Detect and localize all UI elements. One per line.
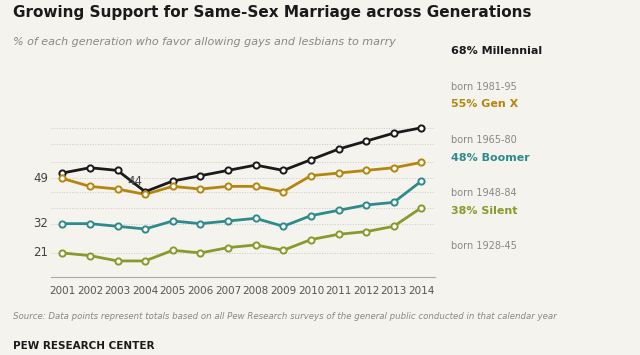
Point [140, 226, 150, 232]
Point [361, 168, 371, 173]
Point [361, 138, 371, 144]
Point [250, 184, 260, 189]
Point [168, 178, 178, 184]
Point [140, 192, 150, 197]
Text: % of each generation who favor allowing gays and lesbians to marry: % of each generation who favor allowing … [13, 37, 396, 47]
Point [84, 253, 95, 258]
Point [388, 224, 399, 229]
Point [223, 184, 233, 189]
Text: 44: 44 [127, 175, 142, 187]
Point [57, 170, 67, 176]
Point [57, 221, 67, 226]
Point [195, 221, 205, 226]
Point [306, 157, 316, 163]
Point [416, 160, 426, 165]
Point [57, 176, 67, 181]
Point [113, 168, 123, 173]
Text: born 1928-45: born 1928-45 [451, 241, 517, 251]
Point [113, 258, 123, 264]
Point [84, 165, 95, 171]
Text: PEW RESEARCH CENTER: PEW RESEARCH CENTER [13, 341, 154, 351]
Point [306, 213, 316, 219]
Point [361, 229, 371, 235]
Point [223, 245, 233, 251]
Point [113, 224, 123, 229]
Point [223, 218, 233, 224]
Point [306, 237, 316, 242]
Point [250, 162, 260, 168]
Point [84, 221, 95, 226]
Text: Growing Support for Same-Sex Marriage across Generations: Growing Support for Same-Sex Marriage ac… [13, 5, 531, 20]
Point [140, 189, 150, 195]
Point [416, 178, 426, 184]
Text: 68% Millennial: 68% Millennial [451, 46, 542, 56]
Text: 49: 49 [33, 172, 48, 185]
Point [333, 146, 344, 152]
Point [223, 168, 233, 173]
Point [306, 173, 316, 179]
Point [333, 231, 344, 237]
Point [333, 170, 344, 176]
Text: born 1981-95: born 1981-95 [451, 82, 517, 92]
Point [416, 205, 426, 211]
Point [140, 258, 150, 264]
Text: 55% Gen X: 55% Gen X [451, 99, 518, 109]
Point [388, 130, 399, 136]
Point [278, 189, 289, 195]
Text: 38% Silent: 38% Silent [451, 206, 518, 216]
Point [113, 186, 123, 192]
Point [57, 250, 67, 256]
Text: born 1965-80: born 1965-80 [451, 135, 517, 145]
Point [333, 207, 344, 213]
Point [195, 173, 205, 179]
Point [278, 247, 289, 253]
Point [278, 168, 289, 173]
Text: born 1948-84: born 1948-84 [451, 188, 517, 198]
Text: 32: 32 [33, 217, 48, 230]
Point [195, 250, 205, 256]
Text: 21: 21 [33, 246, 48, 260]
Point [84, 184, 95, 189]
Point [168, 247, 178, 253]
Text: 48% Boomer: 48% Boomer [451, 153, 530, 163]
Point [388, 165, 399, 171]
Point [195, 186, 205, 192]
Text: Source: Data points represent totals based on all Pew Research surveys of the ge: Source: Data points represent totals bas… [13, 312, 556, 321]
Point [168, 218, 178, 224]
Point [250, 215, 260, 221]
Point [416, 125, 426, 131]
Point [278, 224, 289, 229]
Point [361, 202, 371, 208]
Point [388, 200, 399, 205]
Point [168, 184, 178, 189]
Point [250, 242, 260, 248]
